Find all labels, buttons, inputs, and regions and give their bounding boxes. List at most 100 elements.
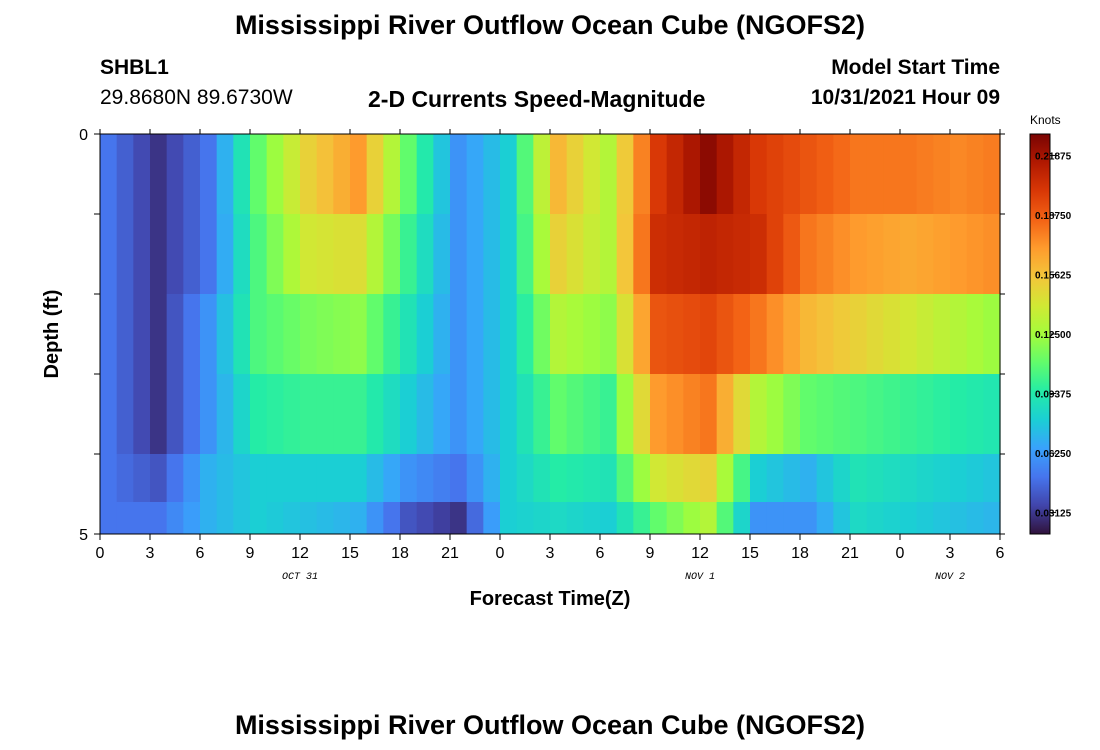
colorbar: Knots 0.21875 0.18750 0.15625 0.12500 0.0937… [1029,113,1072,535]
x-tick-label: 6 [196,545,205,562]
heatmap-cell [316,134,334,215]
heatmap-cell [583,134,601,215]
heatmap-cell [600,294,618,375]
heatmap-cell [916,374,934,455]
colorbar-tick-label: 0.21875 [1035,151,1072,162]
model-start-label: Model Start Time [831,56,1000,79]
heatmap-cell [200,454,218,503]
heatmap-cell [500,502,518,535]
heatmap-cell [900,134,918,215]
heatmap-cell [233,374,251,455]
heatmap-cell [466,454,484,503]
heatmap-cell [666,374,684,455]
heatmap-cell [766,374,784,455]
heatmap-cell [316,214,334,295]
heatmap-cell [433,294,451,375]
heatmap-cell [150,502,168,535]
x-tick-label: 12 [291,545,309,562]
heatmap-cell [550,294,568,375]
date-label: OCT 31 [282,572,318,583]
heatmap-cell [666,214,684,295]
x-tick-label: 6 [996,545,1005,562]
heatmap-cell [666,134,684,215]
heatmap-cell [883,134,901,215]
heatmap-cell [666,502,684,535]
heatmap-cell [216,454,234,503]
heatmap-cell [166,294,184,375]
x-tick-label: 3 [946,545,955,562]
heatmap-cell [566,214,584,295]
heatmap-cell [716,454,734,503]
heatmap-cell [383,454,401,503]
heatmap-cell [483,374,501,455]
heatmap-cell [150,294,168,375]
heatmap-cell [150,134,168,215]
heatmap-cell [700,374,718,455]
heatmap-cell [150,454,168,503]
heatmap-cell [616,374,634,455]
heatmap-cell [350,294,368,375]
heatmap-cell [266,214,284,295]
heatmap-cell [883,374,901,455]
heatmap-cell [133,454,151,503]
heatmap-cell [983,454,1001,503]
colorbar-tick-label: 0.12500 [1035,330,1072,341]
heatmap-cell [133,502,151,535]
x-tick-label: 3 [146,545,155,562]
heatmap-cell [400,214,418,295]
heatmap-cell [950,502,968,535]
heatmap-cell [316,374,334,455]
heatmap-cell [433,454,451,503]
model-start-time: 10/31/2021 Hour 09 [810,86,1000,109]
heatmap-cell [750,294,768,375]
heatmap-cell [616,454,634,503]
x-tick-label: 12 [691,545,709,562]
heatmap-cell [500,374,518,455]
heatmap-cell [950,214,968,295]
heatmap-cell [733,454,751,503]
heatmap-cell [483,454,501,503]
heatmap-cell [683,134,701,215]
heatmap-cell [116,502,134,535]
heatmap-cell [783,134,801,215]
heatmap-cell [683,454,701,503]
heatmap-cell [366,374,384,455]
heatmap-cell [633,454,651,503]
heatmap-cell [800,454,818,503]
heatmap-cell [416,134,434,215]
heatmap-cell [900,214,918,295]
heatmap-cell [466,134,484,215]
heatmap-cell [300,374,318,455]
heatmap-cell [800,134,818,215]
heatmap-cell [233,134,251,215]
heatmap-cell [966,294,984,375]
x-tick-label: 0 [496,545,505,562]
heatmap-cell [650,134,668,215]
heatmap-cell [400,294,418,375]
heatmap-cell [883,214,901,295]
x-tick-label: 15 [341,545,359,562]
heatmap-cell [150,214,168,295]
heatmap-cell [416,294,434,375]
heatmap-cell [283,294,301,375]
heatmap-cell [750,502,768,535]
heatmap-cell [616,502,634,535]
heatmap-cell [483,294,501,375]
heatmap-cell [950,134,968,215]
heatmap-cell [283,214,301,295]
heatmap-cell [983,502,1001,535]
heatmap-cell [433,374,451,455]
heatmap-cell [933,134,951,215]
heatmap-cell [333,294,351,375]
heatmap-cells [100,134,1001,535]
heatmap-cell [283,454,301,503]
colorbar-label: Knots [1030,113,1061,127]
heatmap-cell [250,502,268,535]
heatmap-cell [233,454,251,503]
heatmap-cell [483,214,501,295]
heatmap-cell [700,454,718,503]
heatmap-cell [450,134,468,215]
heatmap-cell [400,134,418,215]
heatmap-cell [400,454,418,503]
